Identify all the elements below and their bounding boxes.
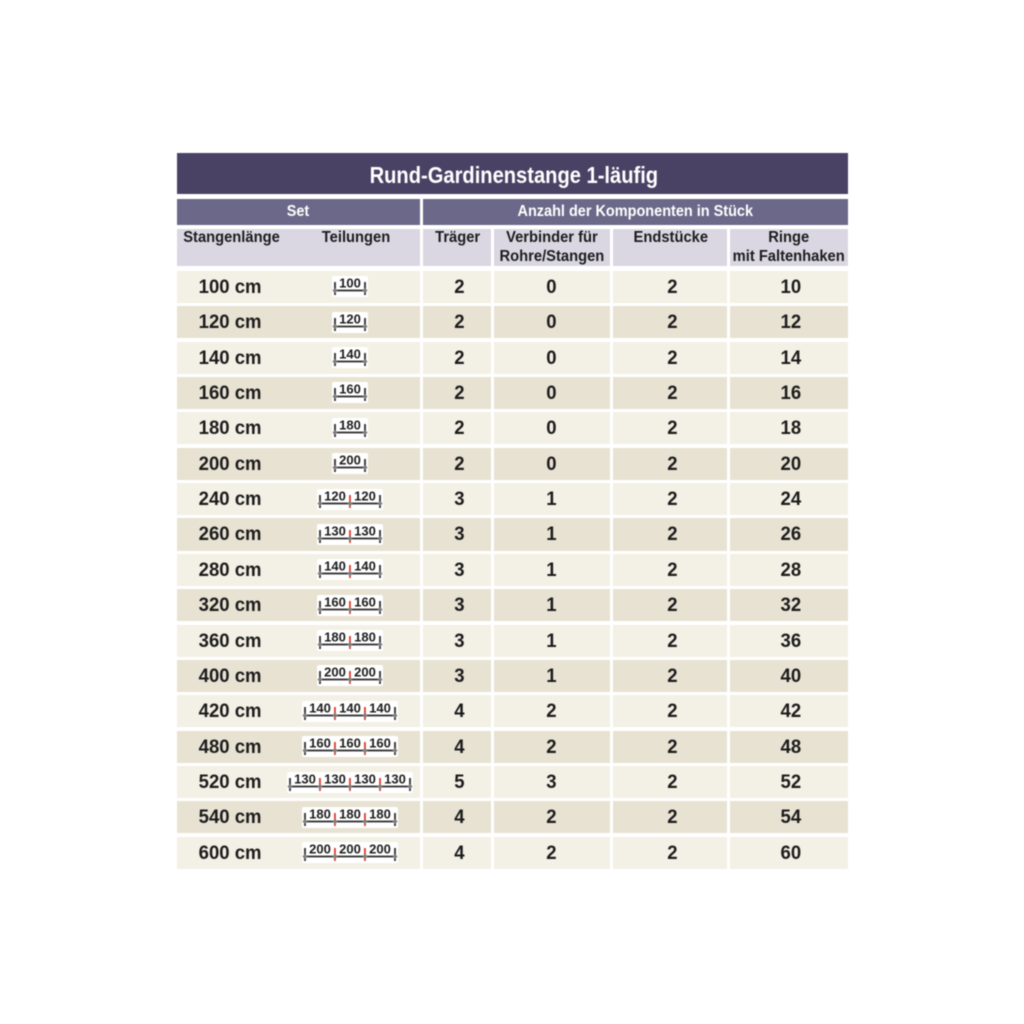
svg-text:130: 130 <box>324 524 346 538</box>
svg-text:180: 180 <box>354 630 376 644</box>
svg-text:140: 140 <box>339 701 361 715</box>
svg-text:100: 100 <box>339 276 361 290</box>
svg-text:200: 200 <box>324 665 346 679</box>
svg-text:180: 180 <box>309 807 331 821</box>
svg-text:180: 180 <box>339 418 361 432</box>
svg-text:140: 140 <box>354 559 376 573</box>
svg-text:160: 160 <box>369 736 391 750</box>
svg-text:130: 130 <box>354 772 376 786</box>
svg-text:160: 160 <box>324 595 346 609</box>
svg-text:120: 120 <box>339 312 361 326</box>
svg-text:130: 130 <box>294 772 316 786</box>
svg-text:160: 160 <box>339 736 361 750</box>
svg-text:140: 140 <box>309 701 331 715</box>
svg-text:130: 130 <box>354 524 376 538</box>
svg-text:200: 200 <box>369 842 391 856</box>
svg-text:180: 180 <box>339 807 361 821</box>
svg-text:200: 200 <box>354 665 376 679</box>
svg-text:200: 200 <box>309 842 331 856</box>
svg-text:120: 120 <box>354 489 376 503</box>
svg-text:130: 130 <box>324 772 346 786</box>
svg-text:180: 180 <box>369 807 391 821</box>
svg-text:200: 200 <box>339 453 361 467</box>
svg-text:180: 180 <box>324 630 346 644</box>
svg-text:140: 140 <box>324 559 346 573</box>
svg-text:160: 160 <box>339 382 361 396</box>
svg-text:200: 200 <box>339 842 361 856</box>
svg-text:160: 160 <box>309 736 331 750</box>
svg-text:140: 140 <box>369 701 391 715</box>
svg-text:120: 120 <box>324 489 346 503</box>
svg-text:160: 160 <box>354 595 376 609</box>
svg-text:140: 140 <box>339 347 361 361</box>
svg-text:130: 130 <box>384 772 406 786</box>
